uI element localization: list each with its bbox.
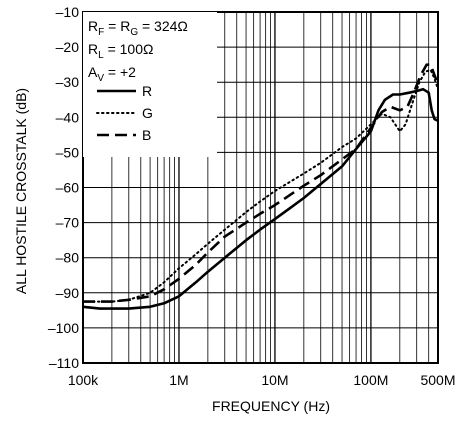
y-axis-title: ALL HOSTILE CROSSTALK (dB): [13, 88, 29, 294]
y-tick-label: –10: [56, 4, 80, 20]
x-tick-labels: 100k 1M 10M 100M 500M: [68, 372, 456, 388]
x-tick-label: 10M: [261, 372, 288, 388]
y-tick-label: –20: [56, 39, 80, 55]
y-tick-label: –110: [49, 355, 79, 371]
legend-label-r: R: [142, 83, 152, 99]
y-tick-label: –80: [56, 250, 80, 266]
condition-load: RL = 100Ω: [88, 41, 153, 61]
y-tick-label: –50: [56, 144, 80, 160]
y-tick-label: –40: [56, 109, 80, 125]
series-line-b: [83, 63, 440, 303]
condition-gain: AV = +2: [88, 64, 136, 84]
series-line-g: [82, 68, 439, 303]
y-tick-label: –70: [56, 215, 80, 231]
legend-label-g: G: [142, 105, 153, 121]
y-tick-label: –90: [56, 285, 80, 301]
y-tick-label: –60: [56, 180, 80, 196]
series-layer: [82, 63, 440, 310]
condition-resistors: RF = RG = 324Ω: [88, 18, 188, 38]
series-line-r: [82, 87, 439, 310]
x-tick-label: 500M: [420, 372, 455, 388]
x-tick-label: 1M: [169, 372, 188, 388]
x-axis-title: FREQUENCY (Hz): [212, 398, 330, 414]
x-tick-label: 100M: [353, 372, 388, 388]
x-tick-label: 100k: [68, 372, 99, 388]
y-tick-labels: –10 –20 –30 –40 –50 –60 –70 –80 –90 –100 –110: [48, 4, 79, 371]
legend-label-b: B: [142, 127, 151, 143]
legend: RGB: [96, 83, 153, 143]
y-tick-label: –100: [48, 320, 79, 336]
annotation-box: [83, 12, 217, 157]
y-tick-label: –30: [56, 74, 80, 90]
plot-frame: [82, 11, 439, 364]
